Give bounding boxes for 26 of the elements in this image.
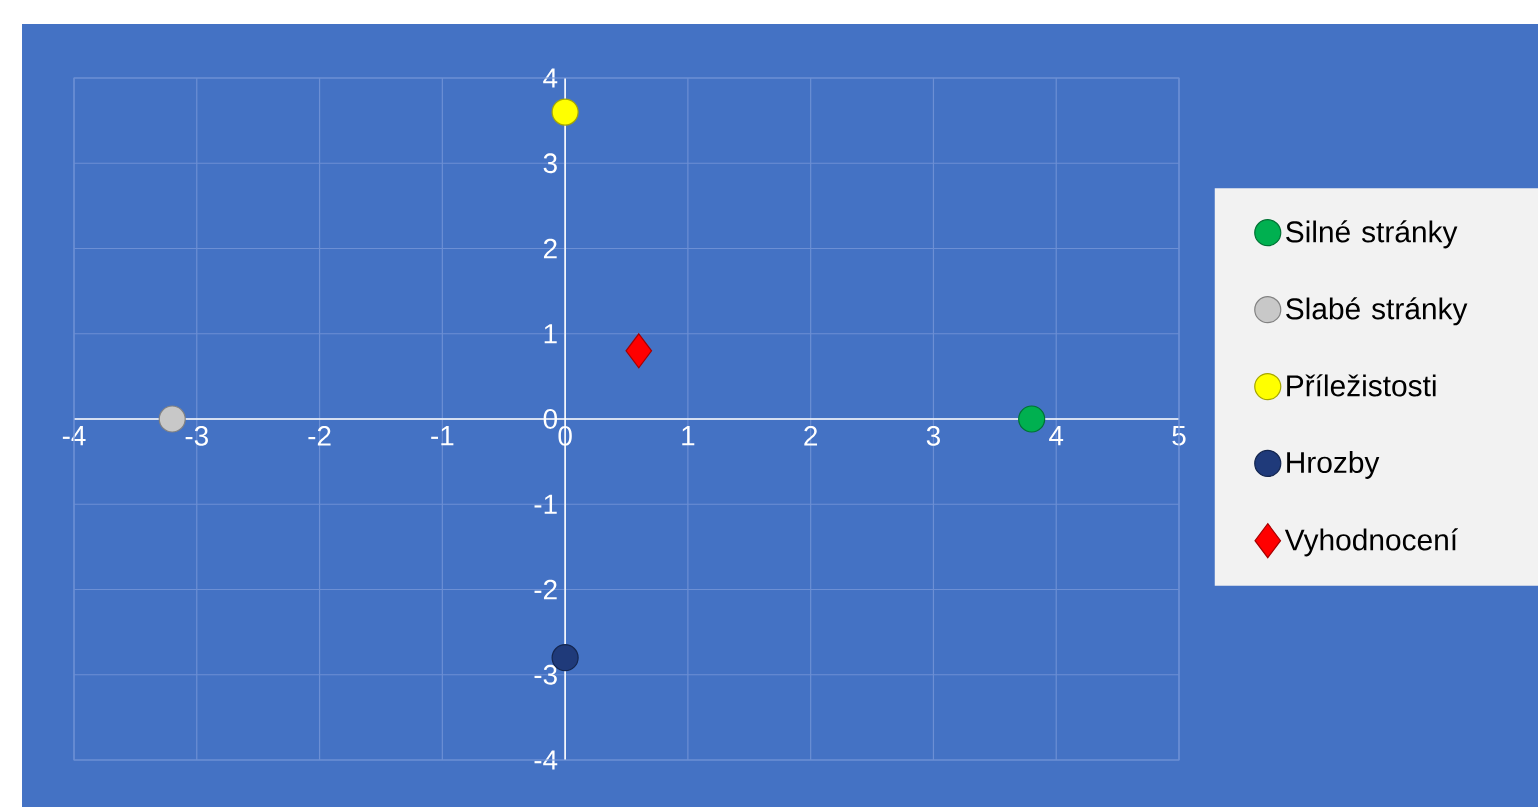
legend-label: Hrozby [1287, 451, 1380, 479]
x-tick-label: 5 [1172, 426, 1186, 446]
y-tick-label: -1 [534, 494, 557, 514]
legend-label: Příležistosti [1287, 374, 1436, 397]
point [158, 405, 186, 433]
y-tick-label: -2 [534, 579, 557, 600]
y-tick-label: 3 [543, 153, 557, 174]
x-tick-label: -3 [185, 426, 208, 446]
x-tick-label: 3 [926, 426, 940, 446]
legend-label: Slabé stránky [1286, 297, 1468, 326]
x-tick-label: -2 [308, 426, 331, 446]
x-tick-label: 2 [804, 426, 818, 446]
point [551, 98, 579, 126]
legend-label: Vyhodnocení [1284, 528, 1458, 557]
y-tick-label: -3 [534, 664, 557, 685]
y-tick-label: 4 [543, 68, 558, 88]
y-tick-label: -4 [534, 750, 558, 770]
y-tick-label: 1 [544, 324, 557, 344]
point [1018, 405, 1046, 433]
legend-label: Silné stránky [1286, 220, 1458, 249]
x-tick-label: 4 [1049, 426, 1064, 446]
x-tick-label: -4 [62, 426, 86, 446]
point [625, 333, 653, 369]
x-tick-label: -1 [431, 426, 454, 446]
y-tick-label: 2 [543, 238, 557, 259]
x-tick-label: 1 [682, 426, 695, 446]
